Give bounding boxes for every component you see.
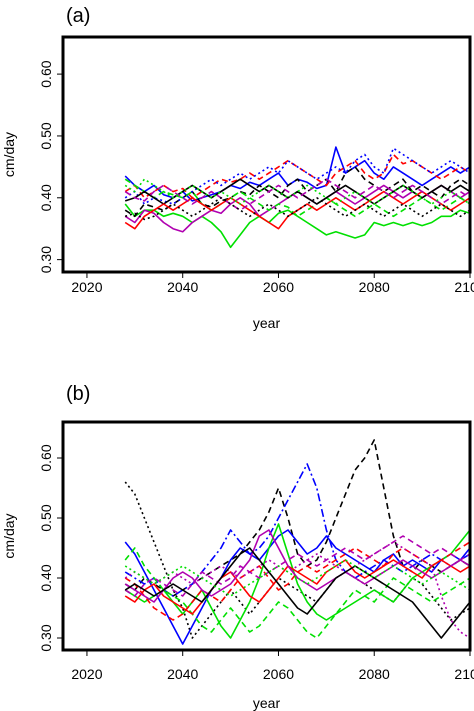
y-tick-label: 0.40 bbox=[38, 564, 54, 591]
x-axis-title: year bbox=[253, 695, 281, 711]
series-group bbox=[124, 146, 470, 249]
series-line-0 bbox=[124, 146, 470, 202]
plot-frame bbox=[61, 420, 472, 652]
x-tick-label: 2060 bbox=[263, 279, 294, 295]
panel-label: (b) bbox=[66, 383, 90, 405]
x-axis-title: year bbox=[253, 315, 281, 331]
series-line-7 bbox=[124, 559, 470, 615]
x-tick-label: 2060 bbox=[263, 666, 294, 682]
series-line-11 bbox=[124, 178, 470, 205]
y-tick-label: 0.60 bbox=[38, 444, 54, 471]
y-tick-label: 0.50 bbox=[38, 122, 54, 149]
x-tick-label: 2040 bbox=[167, 279, 198, 295]
y-tick-label: 0.60 bbox=[38, 60, 54, 87]
series-line-3 bbox=[124, 529, 470, 645]
series-line-8 bbox=[124, 529, 470, 603]
series-line-9 bbox=[124, 178, 470, 211]
x-tick-label: 2020 bbox=[71, 279, 102, 295]
x-tick-label: 2080 bbox=[359, 279, 390, 295]
x-tick-label: 2020 bbox=[71, 666, 102, 682]
panel-label: (a) bbox=[66, 5, 90, 27]
y-tick-label: 0.30 bbox=[38, 624, 54, 651]
series-line-6 bbox=[124, 178, 470, 218]
series-line-2 bbox=[124, 166, 470, 218]
y-tick-label: 0.30 bbox=[38, 246, 54, 273]
series-line-5 bbox=[124, 547, 470, 639]
y-tick-label: 0.40 bbox=[38, 184, 54, 211]
plot-frame bbox=[61, 35, 472, 274]
y-axis-title: cm/day bbox=[1, 132, 17, 177]
series-line-9 bbox=[124, 535, 470, 597]
y-tick-label: 0.50 bbox=[38, 504, 54, 531]
series-line-6 bbox=[124, 541, 470, 621]
series-group bbox=[124, 439, 470, 645]
series-line-1 bbox=[124, 203, 470, 249]
series-line-11 bbox=[124, 547, 470, 639]
series-line-10 bbox=[124, 197, 470, 221]
y-axis-title: cm/day bbox=[1, 513, 17, 558]
x-tick-label: 2040 bbox=[167, 666, 198, 682]
series-line-0 bbox=[124, 481, 470, 639]
series-line-8 bbox=[124, 190, 470, 230]
x-tick-label: 2080 bbox=[359, 666, 390, 682]
